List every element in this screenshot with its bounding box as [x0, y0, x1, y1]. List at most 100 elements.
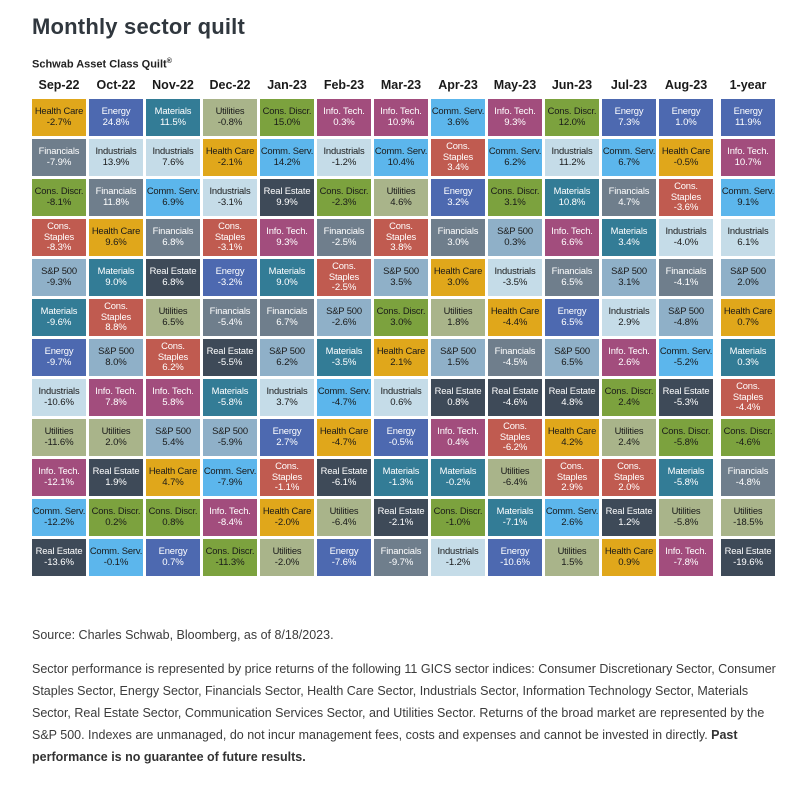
cell-sector-label: Info. Tech.: [95, 385, 137, 397]
cell-sector-label: Utilities: [386, 185, 416, 197]
quilt-cell: Health Care -0.5%: [659, 138, 713, 176]
cell-value: 6.8%: [162, 276, 184, 288]
quilt-cell: Financials -5.4%: [203, 298, 257, 336]
cell-sector-label: Financials: [665, 265, 707, 277]
quilt-cell: S&P 500 3.5%: [374, 258, 428, 296]
cell-value: 3.4%: [447, 162, 469, 174]
cell-sector-label: Utilities: [272, 545, 302, 557]
cell-sector-label: Energy: [215, 265, 245, 277]
cell-value: -2.3%: [331, 196, 357, 208]
cell-value: 9.6%: [105, 236, 127, 248]
quilt-cell: Materials -0.2%: [431, 458, 485, 496]
cell-sector-label: Materials: [268, 265, 306, 277]
cell-value: -7.6%: [331, 556, 357, 568]
cell-sector-label: Cons. Staples: [499, 420, 531, 442]
cell-value: -9.7%: [388, 556, 414, 568]
cell-value: -2.7%: [46, 116, 72, 128]
quilt-cell: Cons. Staples -1.1%: [260, 458, 314, 496]
cell-sector-label: Info. Tech.: [266, 225, 308, 237]
cell-sector-label: Utilities: [500, 465, 530, 477]
cell-sector-label: Energy: [386, 425, 416, 437]
cell-sector-label: Utilities: [44, 425, 74, 437]
quilt-cell: Energy -3.2%: [203, 258, 257, 296]
cell-value: -4.4%: [735, 402, 761, 414]
quilt-cell: Utilities 6.5%: [146, 298, 200, 336]
cell-sector-label: Materials: [40, 305, 78, 317]
quilt-cell: Info. Tech. -12.1%: [32, 458, 86, 496]
cell-sector-label: Financials: [380, 545, 422, 557]
quilt-cell: Cons. Staples -4.4%: [721, 378, 775, 416]
cell-value: 0.4%: [447, 436, 469, 448]
quilt-cell: Comm. Serv. 3.6%: [431, 98, 485, 136]
cell-value: -11.6%: [44, 436, 74, 448]
quilt-cell: Utilities 1.8%: [431, 298, 485, 336]
quilt-cell: Real Estate 1.9%: [89, 458, 143, 496]
quilt-cell: Health Care -2.1%: [203, 138, 257, 176]
quilt-cell: Financials 6.7%: [260, 298, 314, 336]
cell-value: 8.0%: [105, 356, 127, 368]
quilt-cell: Industrials 7.6%: [146, 138, 200, 176]
cell-sector-label: S&P 500: [98, 345, 134, 357]
quilt-cell: Materials -5.8%: [203, 378, 257, 416]
cell-sector-label: Cons. Staples: [271, 460, 303, 482]
quilt-cell: Materials -3.5%: [317, 338, 371, 376]
column-header: Dec-22: [209, 77, 251, 92]
cell-sector-label: Comm. Serv.: [659, 345, 713, 357]
cell-sector-label: Materials: [325, 345, 363, 357]
cell-value: 2.0%: [105, 436, 127, 448]
quilt-cell: Industrials 13.9%: [89, 138, 143, 176]
cell-value: 7.8%: [105, 396, 127, 408]
cell-value: -0.5%: [673, 156, 699, 168]
cell-value: -2.1%: [217, 156, 243, 168]
quilt-cell: Materials -5.8%: [659, 458, 713, 496]
cell-value: 1.2%: [618, 516, 640, 528]
quilt-cell: Comm. Serv. -0.1%: [89, 538, 143, 576]
column-header: Jan-23: [267, 77, 307, 92]
cell-value: -2.0%: [274, 516, 300, 528]
cell-value: -1.2%: [445, 556, 471, 568]
cell-value: -8.1%: [46, 196, 72, 208]
cell-sector-label: Health Care: [547, 425, 597, 437]
quilt-cell: S&P 500 6.2%: [260, 338, 314, 376]
quilt-cell: S&P 500 -4.8%: [659, 298, 713, 336]
quilt-cell: Cons. Discr. -5.8%: [659, 418, 713, 456]
quilt-column: Aug-23 Energy 1.0% Health Care -0.5% Cons. St…: [659, 78, 713, 576]
cell-sector-label: Health Care: [34, 105, 84, 117]
cell-sector-label: S&P 500: [41, 265, 77, 277]
quilt-cell: Industrials 11.2%: [545, 138, 599, 176]
cell-value: 8.8%: [105, 322, 127, 334]
quilt-cell: Info. Tech. 10.9%: [374, 98, 428, 136]
column-header: Apr-23: [438, 77, 478, 92]
quilt-cell: Real Estate -2.1%: [374, 498, 428, 536]
cell-sector-label: S&P 500: [383, 265, 419, 277]
cell-sector-label: Real Estate: [605, 505, 653, 517]
cell-value: -0.2%: [445, 476, 471, 488]
cell-sector-label: Utilities: [614, 425, 644, 437]
cell-value: -12.1%: [44, 476, 74, 488]
quilt-cell: Financials 6.5%: [545, 258, 599, 296]
cell-sector-label: Cons. Discr.: [376, 305, 426, 317]
cell-sector-label: Cons. Staples: [385, 220, 417, 242]
quilt-cell: Info. Tech. 2.6%: [602, 338, 656, 376]
cell-sector-label: Cons. Discr.: [490, 185, 540, 197]
quilt-cell: Industrials -4.0%: [659, 218, 713, 256]
cell-sector-label: Real Estate: [491, 385, 539, 397]
cell-value: 15.0%: [273, 116, 301, 128]
quilt-cell: Real Estate -5.3%: [659, 378, 713, 416]
cell-value: 0.9%: [618, 556, 640, 568]
cell-sector-label: Comm. Serv.: [203, 465, 257, 477]
cell-value: -2.0%: [274, 556, 300, 568]
quilt-cell: Energy 3.2%: [431, 178, 485, 216]
cell-sector-label: Health Care: [661, 145, 711, 157]
quilt-cell: Industrials 6.1%: [721, 218, 775, 256]
cell-value: 11.9%: [735, 116, 761, 128]
quilt-cell: Comm. Serv. 9.1%: [721, 178, 775, 216]
cell-value: 6.2%: [504, 156, 526, 168]
quilt-cell: Utilities 1.5%: [545, 538, 599, 576]
quilt-cell: Energy 1.0%: [659, 98, 713, 136]
quilt-cell: Health Care 2.1%: [374, 338, 428, 376]
quilt-cell: Real Estate -19.6%: [721, 538, 775, 576]
cell-sector-label: Financials: [437, 225, 479, 237]
cell-value: 3.8%: [390, 242, 412, 254]
